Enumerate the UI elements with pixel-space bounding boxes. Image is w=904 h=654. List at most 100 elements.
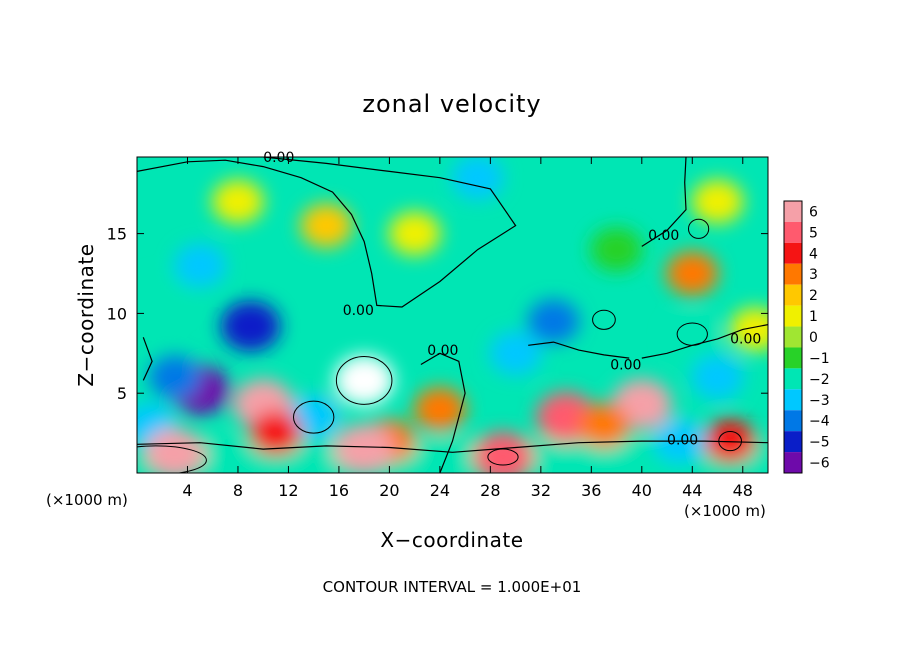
contour-loop bbox=[718, 431, 742, 452]
colorbar-swatch bbox=[784, 347, 802, 369]
contour-lines bbox=[137, 157, 768, 473]
heatmap-field bbox=[137, 157, 768, 473]
colorbar-label: −6 bbox=[809, 456, 830, 472]
colorbar-label: 2 bbox=[809, 288, 818, 304]
colorbar-label: 3 bbox=[809, 267, 818, 283]
colorbar-label: −2 bbox=[809, 372, 830, 388]
colorbar-swatch bbox=[784, 452, 802, 473]
contour-label: 0.00 bbox=[667, 432, 698, 448]
contour-label: 0.00 bbox=[263, 150, 294, 166]
plot-frame bbox=[136, 156, 769, 474]
field-blob bbox=[577, 403, 630, 448]
field-blob bbox=[300, 203, 353, 248]
x-tick-label: 36 bbox=[581, 481, 601, 500]
colorbar-label: 0 bbox=[809, 330, 818, 346]
field-blob bbox=[174, 243, 227, 288]
contour-loop bbox=[687, 218, 710, 239]
y-axis-label: Z−coordinate bbox=[74, 243, 98, 386]
field-blob bbox=[148, 355, 201, 400]
field-blob bbox=[489, 331, 542, 376]
x-unit-right: (×1000 m) bbox=[684, 502, 766, 520]
contour-line bbox=[641, 157, 687, 247]
contour-labels: 0.00 0.00 0.00 0.00 0.00 0.00 0.00 bbox=[263, 150, 761, 448]
contour-interval-note: CONTOUR INTERVAL = 1.000E+01 bbox=[323, 578, 582, 596]
contour-loop bbox=[137, 445, 207, 473]
contour-line bbox=[137, 157, 517, 308]
contour-label: 0.00 bbox=[610, 357, 641, 373]
field-blob bbox=[666, 315, 719, 360]
contour-line bbox=[142, 337, 153, 381]
colorbar-label: 4 bbox=[809, 246, 818, 262]
field-blob bbox=[220, 300, 281, 352]
field-blob bbox=[666, 251, 719, 296]
colorbar-frame bbox=[783, 200, 803, 474]
colorbar-label: 5 bbox=[809, 225, 818, 241]
contour-line bbox=[420, 352, 466, 473]
colorbar-label: −4 bbox=[809, 414, 830, 430]
contour-loop bbox=[487, 448, 519, 466]
x-tick-label: 32 bbox=[531, 481, 551, 500]
contour-line bbox=[641, 324, 768, 359]
colorbar-label: −3 bbox=[809, 393, 830, 409]
colorbar-swatch bbox=[784, 221, 802, 243]
field-blob bbox=[388, 211, 441, 256]
contour-label: 0.00 bbox=[730, 332, 761, 348]
x-tick-label: 48 bbox=[733, 481, 753, 500]
colorbar-label: 1 bbox=[809, 309, 818, 325]
contour-line bbox=[528, 341, 630, 359]
colorbar-swatch bbox=[784, 431, 802, 453]
x-tick-label: 12 bbox=[278, 481, 298, 500]
field-blob bbox=[334, 355, 395, 406]
colorbar-swatch bbox=[784, 389, 802, 411]
colorbar-swatch bbox=[784, 368, 802, 390]
colorbar: 6 5 4 3 2 1 0 −1 −2 −3 −4 −5 −6 bbox=[783, 200, 830, 474]
contour-loop bbox=[676, 322, 708, 346]
contour-loop bbox=[335, 355, 393, 405]
field-blob bbox=[451, 157, 504, 200]
field-blob bbox=[590, 227, 643, 272]
x-axis-ticks: 4 8 12 16 20 24 28 32 36 40 44 48 bbox=[182, 157, 753, 500]
y-axis-ticks: 5 10 15 bbox=[107, 225, 768, 403]
x-tick-label: 24 bbox=[430, 481, 450, 500]
contour-label: 0.00 bbox=[648, 228, 679, 244]
field-blob bbox=[334, 423, 395, 473]
contour-label: 0.00 bbox=[427, 343, 458, 359]
x-tick-label: 40 bbox=[632, 481, 652, 500]
colorbar-label: −5 bbox=[809, 435, 830, 451]
field-blob bbox=[527, 299, 580, 344]
x-tick-label: 28 bbox=[480, 481, 500, 500]
x-tick-label: 8 bbox=[233, 481, 243, 500]
colorbar-label: 6 bbox=[809, 204, 818, 220]
x-tick-label: 20 bbox=[379, 481, 399, 500]
y-tick-label: 5 bbox=[117, 384, 127, 403]
x-tick-label: 16 bbox=[329, 481, 349, 500]
x-tick-label: 44 bbox=[682, 481, 702, 500]
y-tick-label: 15 bbox=[107, 225, 127, 244]
colorbar-swatch bbox=[784, 201, 802, 222]
field-blob bbox=[473, 431, 533, 473]
field-blob bbox=[413, 387, 466, 432]
chart-title: zonal velocity bbox=[362, 90, 541, 118]
x-unit-left: (×1000 m) bbox=[46, 491, 128, 509]
colorbar-label: −1 bbox=[809, 351, 830, 367]
contour-loop bbox=[592, 309, 616, 330]
field-blob bbox=[704, 419, 757, 464]
colorbar-swatch bbox=[784, 305, 802, 327]
field-blob bbox=[144, 428, 205, 473]
colorbar-swatch bbox=[784, 284, 802, 306]
field-blob bbox=[249, 411, 302, 456]
x-axis-label: X−coordinate bbox=[380, 528, 523, 552]
colorbar-swatch bbox=[784, 410, 802, 432]
colorbar-swatch bbox=[784, 326, 802, 348]
contour-loop bbox=[292, 400, 335, 434]
y-tick-label: 10 bbox=[107, 304, 127, 323]
colorbar-swatch bbox=[784, 242, 802, 264]
colorbar-swatch bbox=[784, 263, 802, 285]
field-blob bbox=[137, 275, 189, 320]
field-blob bbox=[729, 307, 768, 352]
contour-label: 0.00 bbox=[343, 303, 374, 319]
field-blob bbox=[211, 179, 264, 224]
field-blob bbox=[691, 179, 744, 224]
contour-line bbox=[137, 440, 768, 453]
